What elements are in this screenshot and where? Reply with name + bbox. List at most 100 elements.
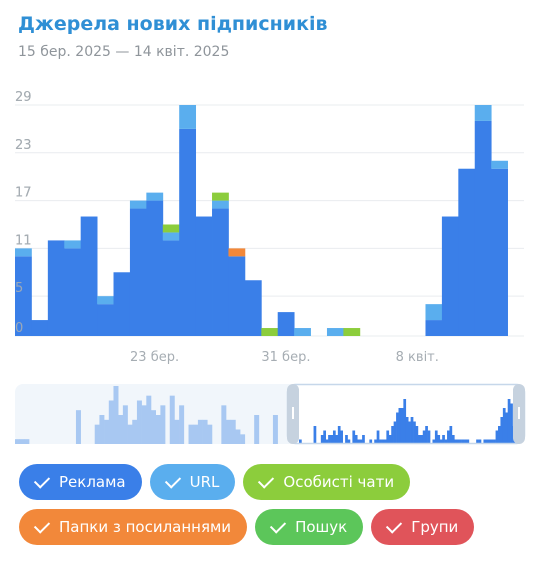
navigator-history-bar <box>240 434 246 444</box>
main-chart: 0511172329051117232923 бер.31 бер.8 квіт… <box>15 90 524 365</box>
bar-segment[interactable] <box>212 208 229 336</box>
handle-grip <box>518 407 520 419</box>
bar-segment[interactable] <box>146 192 164 201</box>
navigator-bar <box>330 435 334 444</box>
navigator-bar <box>403 399 407 444</box>
bar-segment[interactable] <box>162 240 180 336</box>
y-tick-label: 17 <box>15 186 32 201</box>
navigator-history-bar <box>174 419 180 444</box>
bar-segment[interactable] <box>129 208 147 336</box>
navigator-bar <box>434 430 438 444</box>
bar-segment[interactable] <box>228 248 246 257</box>
navigator-history-bar <box>226 419 232 444</box>
bar-segment[interactable] <box>244 280 262 336</box>
bar-segment[interactable] <box>64 240 82 249</box>
y-tick-label-overlay: 29 <box>15 90 32 105</box>
bar-segment[interactable] <box>64 248 82 336</box>
navigator-history-bar <box>122 405 128 444</box>
navigator-history-bar <box>141 405 147 444</box>
navigator-bar <box>502 408 506 444</box>
bar-segment[interactable] <box>458 168 476 336</box>
navigator-bar <box>299 439 302 444</box>
navigator-history-bar <box>272 415 278 444</box>
navigator-bar <box>376 430 380 444</box>
navigator-bar <box>449 426 453 444</box>
navigator-bar <box>313 426 317 444</box>
navigator-history-bar <box>75 410 81 444</box>
legend-chip-search[interactable]: Пошук <box>255 509 364 545</box>
bar-segment[interactable] <box>326 328 344 336</box>
bar-segment[interactable] <box>97 304 114 336</box>
navigator-bar <box>451 435 455 444</box>
bar-segment[interactable] <box>277 312 295 336</box>
navigator-history-bar <box>160 405 166 444</box>
bar-segment[interactable] <box>179 105 197 129</box>
legend-chip-folder-links[interactable]: Папки з посиланнями <box>19 509 248 545</box>
navigator-bar <box>383 439 387 444</box>
legend-chip-private-chats[interactable]: Особисті чати <box>243 464 411 500</box>
navigator-bar <box>495 430 499 444</box>
legend: Реклама URL Особисті чати Папки з посила… <box>19 464 529 554</box>
navigator-history-bar <box>127 424 133 444</box>
range-navigator[interactable] <box>0 0 542 460</box>
bar-segment[interactable] <box>146 200 164 336</box>
y-tick-label: 29 <box>15 90 32 105</box>
bar-segment[interactable] <box>228 256 246 336</box>
navigator-bar <box>396 412 399 444</box>
bar-segment[interactable] <box>491 160 508 169</box>
navigator-bar <box>388 435 392 444</box>
legend-chip-label: Папки з посиланнями <box>59 518 232 536</box>
navigator-bar <box>337 426 341 444</box>
bar-segment[interactable] <box>441 216 459 336</box>
navigator-bar <box>357 439 360 444</box>
bar-segment[interactable] <box>195 216 213 336</box>
navigator-history-bar <box>94 424 100 444</box>
bar-segment[interactable] <box>212 200 229 209</box>
bar-segment[interactable] <box>179 128 197 336</box>
bar-segment[interactable] <box>113 272 131 336</box>
bar-segment[interactable] <box>129 200 147 209</box>
navigator-bar <box>413 421 416 444</box>
navigator-history-bar <box>169 395 175 444</box>
navigator-history-bar <box>118 415 124 444</box>
bar-segment[interactable] <box>343 328 361 336</box>
navigator-bar <box>381 439 385 444</box>
bar-segment[interactable] <box>474 105 492 121</box>
bar-segment[interactable] <box>47 240 65 336</box>
bar-segment[interactable] <box>425 304 443 321</box>
bar-segment[interactable] <box>15 256 32 336</box>
y-tick-label-overlay: 17 <box>15 186 32 201</box>
navigator-bar <box>425 426 428 444</box>
navigator-bar <box>447 430 450 444</box>
navigator-bar <box>459 439 462 444</box>
bar-segment[interactable] <box>162 232 180 241</box>
x-tick-label: 31 бер. <box>261 350 310 365</box>
bar-segment[interactable] <box>80 216 98 336</box>
navigator-bar <box>415 426 419 444</box>
navigator-history-bar <box>108 400 114 444</box>
y-tick-label-overlay: 0 <box>15 321 23 336</box>
legend-chip-groups[interactable]: Групи <box>371 509 475 545</box>
legend-chip-ads[interactable]: Реклама <box>19 464 142 500</box>
bar-segment[interactable] <box>15 248 32 257</box>
legend-chip-url[interactable]: URL <box>149 464 236 500</box>
bar-segment[interactable] <box>97 296 114 305</box>
bar-segment[interactable] <box>474 120 492 337</box>
navigator-bar <box>498 426 501 444</box>
legend-row-1: Реклама URL Особисті чати <box>19 464 529 500</box>
navigator-bar <box>510 403 513 444</box>
bar-segment[interactable] <box>212 192 229 201</box>
bar-segment[interactable] <box>425 320 443 336</box>
navigator-history-bar <box>99 415 105 444</box>
navigator-bar <box>374 439 377 444</box>
check-icon <box>269 516 287 534</box>
navigator-bar <box>362 435 365 444</box>
bar-segment[interactable] <box>31 320 49 336</box>
bar-segment[interactable] <box>162 224 180 233</box>
bar-segment[interactable] <box>261 328 279 336</box>
bar-segment[interactable] <box>491 168 508 336</box>
navigator-bar <box>476 439 479 444</box>
bar-segment[interactable] <box>294 328 311 336</box>
navigator-bar <box>500 417 504 444</box>
navigator-history-bar <box>202 419 208 444</box>
